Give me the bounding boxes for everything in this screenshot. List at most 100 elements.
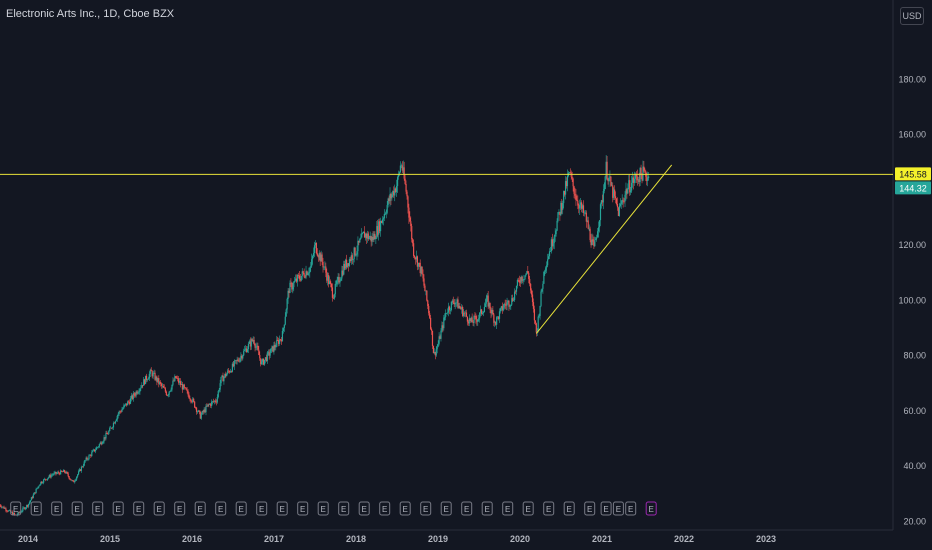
candle-body	[575, 195, 577, 200]
candle-body	[243, 350, 245, 356]
candle-body	[399, 165, 402, 173]
candle-body	[169, 390, 171, 392]
candle-body	[102, 441, 104, 444]
candle-body	[528, 272, 530, 279]
candle-body	[518, 280, 520, 283]
candle-body	[167, 394, 169, 396]
earnings-marker-label: E	[628, 505, 633, 514]
candle-body	[333, 294, 335, 299]
candle-body	[36, 488, 38, 490]
candle-body	[507, 300, 509, 303]
candle-body	[188, 394, 190, 399]
candle-body	[548, 251, 551, 257]
earnings-marker	[10, 501, 22, 516]
earnings-marker-label: E	[526, 505, 531, 514]
candle-body	[625, 189, 627, 195]
candle-body	[559, 211, 561, 216]
earnings-marker-label: E	[198, 505, 203, 514]
candle-body	[574, 193, 576, 196]
candle-body	[198, 410, 200, 412]
candle-body	[648, 176, 650, 179]
candle-body	[340, 278, 342, 281]
candle-body	[299, 278, 301, 281]
candle-body	[160, 382, 162, 384]
candle-body	[264, 357, 267, 360]
candle-body	[48, 475, 50, 478]
candle-body	[235, 360, 237, 361]
candle-body	[258, 349, 260, 356]
candle-body	[158, 378, 160, 384]
candle-body	[436, 346, 438, 350]
candle-body	[107, 433, 109, 435]
candle-body	[372, 236, 374, 240]
y-tick-label: 80.00	[903, 351, 926, 361]
candle-body	[347, 263, 350, 266]
candle-body	[108, 431, 110, 434]
candle-body	[496, 317, 498, 325]
candle-body	[245, 348, 248, 353]
candle-body	[236, 359, 238, 361]
candle-body	[106, 433, 108, 434]
candle-body	[329, 281, 331, 284]
earnings-marker	[600, 501, 612, 516]
candle-body	[323, 266, 325, 268]
candle-body	[605, 161, 607, 177]
candle-body	[228, 371, 231, 373]
candle-body	[430, 328, 433, 331]
candle-body	[286, 298, 288, 310]
candle-body	[104, 437, 106, 439]
earnings-marker	[502, 501, 514, 516]
candle-body	[148, 373, 150, 379]
candle-body	[119, 411, 121, 413]
earnings-marker	[51, 501, 63, 516]
candle-body	[530, 290, 533, 295]
candle-body	[28, 502, 31, 504]
candle-body	[563, 190, 565, 204]
candle-body	[593, 241, 595, 247]
candle-body	[581, 205, 584, 209]
candle-body	[352, 259, 354, 261]
candle-body	[582, 205, 585, 213]
candle-body	[408, 207, 410, 218]
candle-body	[275, 346, 277, 348]
candle-body	[445, 313, 447, 317]
candle-body	[110, 427, 112, 429]
candle-body	[501, 306, 503, 311]
candle-body	[553, 236, 555, 244]
currency-button[interactable]: USD	[900, 7, 924, 25]
candle-body	[289, 282, 291, 293]
candle-body	[60, 470, 63, 472]
candle-body	[324, 266, 326, 268]
candle-body	[0, 506, 2, 508]
candle-body	[618, 205, 620, 217]
candle-body	[39, 484, 41, 486]
candle-body	[70, 479, 72, 481]
candle-body	[456, 299, 458, 303]
candle-body	[252, 339, 254, 341]
candle-body	[353, 247, 355, 260]
candle-body	[101, 443, 103, 445]
earnings-marker	[133, 501, 145, 516]
candle-body	[463, 312, 466, 314]
candle-body	[303, 273, 305, 277]
candle-body	[356, 251, 358, 255]
candle-body	[542, 283, 544, 289]
candle-body	[592, 239, 594, 242]
candle-body	[89, 454, 91, 456]
candle-body	[18, 511, 20, 513]
candle-body	[312, 253, 315, 257]
candle-body	[290, 282, 292, 284]
candle-body	[561, 202, 563, 210]
candle-body	[558, 211, 560, 213]
candle-body	[213, 400, 216, 402]
candle-body	[129, 398, 132, 404]
candle-body	[302, 271, 304, 274]
candle-body	[629, 180, 631, 193]
candle-body	[266, 352, 268, 362]
earnings-marker-label: E	[239, 505, 244, 514]
candle-body	[599, 204, 602, 221]
candle-body	[176, 377, 178, 379]
earnings-marker-label: E	[616, 505, 621, 514]
candle-body	[38, 485, 40, 487]
